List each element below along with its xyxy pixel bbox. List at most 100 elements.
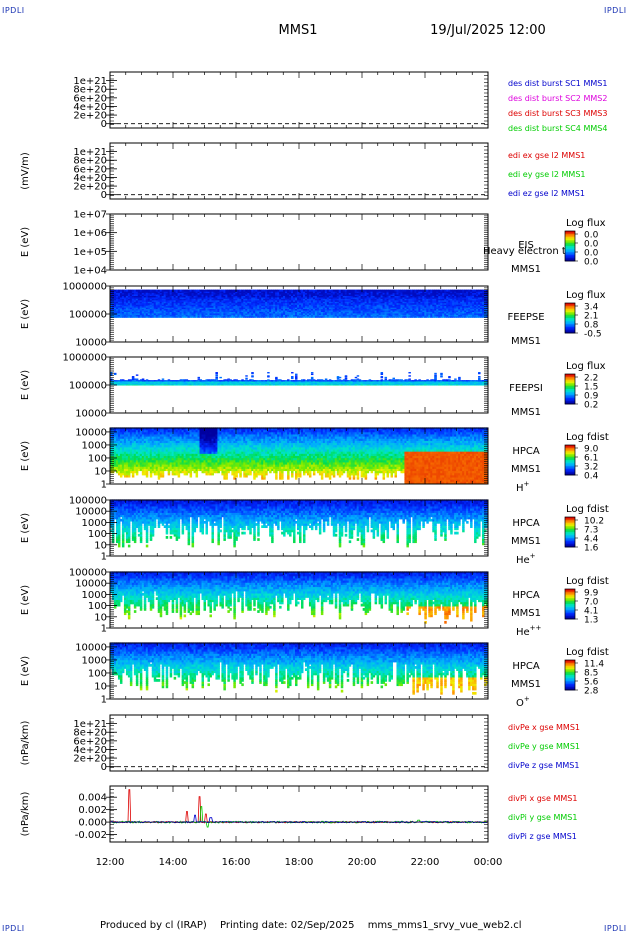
heatmap-cell xyxy=(179,295,183,298)
heatmap-cell xyxy=(203,309,206,312)
heatmap-cell xyxy=(151,315,155,318)
heatmap-cell xyxy=(310,312,314,315)
heatmap-cell xyxy=(215,298,218,301)
heatmap-cell xyxy=(159,312,163,315)
heatmap-cell xyxy=(293,291,296,294)
heatmap-cell xyxy=(239,296,242,299)
heatmap-cell xyxy=(245,307,248,310)
heatmap-cell xyxy=(193,299,197,302)
heatmap-cell xyxy=(237,307,240,310)
heatmap-cell xyxy=(271,314,274,317)
heatmap-cell xyxy=(199,296,203,299)
heatmap-cell xyxy=(279,309,282,312)
heatmap-cell xyxy=(267,302,270,305)
heatmap-cell xyxy=(209,315,212,318)
heatmap-cell xyxy=(251,301,254,304)
heatmap-cell xyxy=(324,298,328,301)
heatmap-cell xyxy=(205,305,208,308)
heatmap-cell xyxy=(241,301,244,304)
heatmap-cell xyxy=(287,304,290,307)
heatmap-cell xyxy=(289,308,292,311)
heatmap-cell xyxy=(161,301,165,304)
heatmap-cell xyxy=(189,292,193,295)
heatmap-cell xyxy=(191,315,195,318)
heatmap-cell xyxy=(314,309,318,312)
colorbar-cell xyxy=(565,244,575,247)
heatmap-cell xyxy=(277,308,280,311)
heatmap-cell xyxy=(233,302,236,305)
heatmap-cell xyxy=(257,292,260,295)
heatmap-cell xyxy=(277,305,280,308)
colorbar-cell xyxy=(565,238,575,241)
heatmap-cell xyxy=(295,296,298,299)
heatmap-cell xyxy=(145,312,149,315)
heatmap-cell xyxy=(137,304,141,307)
heatmap-cell xyxy=(269,315,272,318)
heatmap-cell xyxy=(163,302,167,305)
heatmap-cell xyxy=(195,312,199,315)
heatmap-cell xyxy=(219,302,222,305)
heatmap-cell xyxy=(189,315,193,318)
heatmap-cell xyxy=(225,314,228,317)
heatmap-cell xyxy=(183,305,187,308)
heatmap-cell xyxy=(155,315,159,318)
heatmap-cell xyxy=(113,298,117,301)
heatmap-cell xyxy=(332,298,336,301)
heatmap-cell xyxy=(185,301,189,304)
heatmap-cell xyxy=(312,301,316,304)
heatmap-cell xyxy=(145,295,149,298)
heatmap-cell xyxy=(203,302,206,305)
heatmap-cell xyxy=(187,298,191,301)
heatmap-cell xyxy=(261,291,264,294)
heatmap-cell xyxy=(285,308,288,311)
heatmap-cell xyxy=(338,312,342,315)
heatmap-cell xyxy=(354,376,358,379)
heatmap-cell xyxy=(271,299,274,302)
heatmap-cell xyxy=(153,312,157,315)
heatmap-cell xyxy=(145,291,149,294)
heatmap-cell xyxy=(289,295,292,298)
instrument-label: EIS xyxy=(518,240,534,251)
heatmap-cell xyxy=(205,289,208,292)
heatmap-cell xyxy=(328,301,332,304)
heatmap-cell xyxy=(111,302,115,305)
heatmap-cell xyxy=(157,305,161,308)
heatmap-cell xyxy=(231,292,234,295)
heatmap-cell xyxy=(287,302,290,305)
heatmap-cell xyxy=(267,292,270,295)
heatmap-cell xyxy=(267,296,270,299)
heatmap-cell xyxy=(312,295,316,298)
heatmap-cell xyxy=(257,315,260,318)
heatmap-cell xyxy=(115,299,119,302)
colorbar-title: Log flux xyxy=(566,218,606,229)
heatmap-cell xyxy=(251,311,254,314)
heatmap-cell xyxy=(259,311,262,314)
heatmap-cell xyxy=(235,289,238,292)
heatmap-cell xyxy=(340,291,344,294)
heatmap-cell xyxy=(143,311,147,314)
heatmap-cell xyxy=(281,295,284,298)
heatmap-cell xyxy=(221,305,224,308)
heatmap-cell xyxy=(187,312,191,315)
heatmap-cell xyxy=(241,289,244,292)
heatmap-cell xyxy=(135,378,139,380)
heatmap-cell xyxy=(293,308,296,311)
heatmap-cell xyxy=(241,302,244,305)
heatmap-cell xyxy=(261,309,264,312)
heatmap-cell xyxy=(277,299,280,302)
heatmap-cell xyxy=(259,305,262,308)
heatmap-cell xyxy=(243,311,246,314)
heatmap-cell xyxy=(229,301,232,304)
heatmap-cell xyxy=(326,315,330,318)
heatmap-cell xyxy=(227,298,230,301)
heatmap-cell xyxy=(111,296,115,299)
heatmap-cell xyxy=(129,312,133,315)
heatmap-cell xyxy=(161,299,165,302)
heatmap-cell xyxy=(287,315,290,318)
heatmap-cell xyxy=(279,292,282,295)
heatmap-cell xyxy=(195,304,199,307)
heatmap-cell xyxy=(215,307,218,310)
heatmap-cell xyxy=(221,302,224,305)
heatmap-cell xyxy=(253,302,256,305)
heatmap-cell xyxy=(127,301,131,304)
